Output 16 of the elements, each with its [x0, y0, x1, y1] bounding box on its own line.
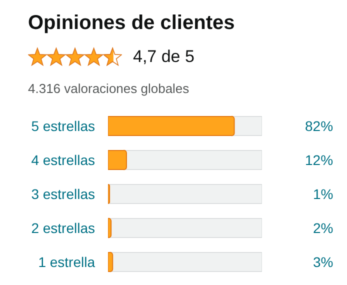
y-tick-label: 2 estrellas [31, 220, 95, 236]
data-label: 12% [305, 152, 334, 168]
data-label: 82% [305, 118, 334, 134]
data-label: 1% [313, 186, 334, 202]
y-tick-label: 4 estrellas [31, 152, 95, 168]
bar [108, 252, 114, 272]
chart-subtitle: 4,7 de 5 [133, 47, 194, 67]
text: 4.316 valoraciones globales [28, 81, 190, 96]
y-tick-label: 5 estrellas [31, 118, 95, 134]
y-tick-label: 1 estrella [38, 254, 96, 270]
data-label: 3% [313, 254, 334, 270]
y-tick-label: 3 estrellas [31, 186, 95, 202]
chart-title: Opiniones de clientes [28, 12, 235, 35]
bar [108, 150, 127, 170]
data-label: 2% [313, 220, 334, 236]
bar [108, 218, 112, 238]
